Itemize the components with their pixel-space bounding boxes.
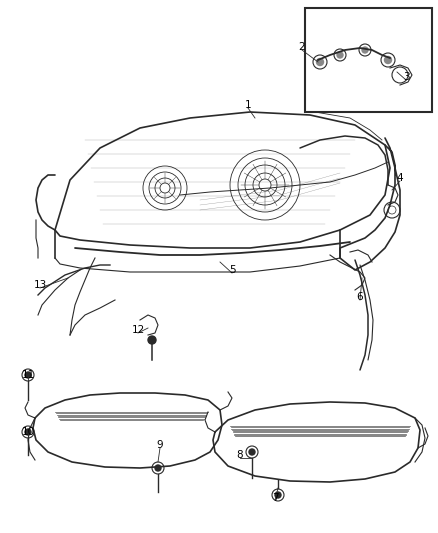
Circle shape xyxy=(317,59,324,66)
Text: 2: 2 xyxy=(299,42,305,52)
Text: 9: 9 xyxy=(157,440,163,450)
Text: 13: 13 xyxy=(33,280,46,290)
Text: 8: 8 xyxy=(237,450,244,460)
Text: 10: 10 xyxy=(21,427,35,437)
Text: 4: 4 xyxy=(397,173,403,183)
Text: 6: 6 xyxy=(357,292,363,302)
Circle shape xyxy=(25,372,31,378)
Circle shape xyxy=(362,47,368,53)
Text: 11: 11 xyxy=(21,370,35,380)
Text: 5: 5 xyxy=(229,265,235,275)
Circle shape xyxy=(275,492,281,498)
Text: 12: 12 xyxy=(131,325,145,335)
Circle shape xyxy=(25,429,31,435)
Bar xyxy=(305,8,432,112)
Circle shape xyxy=(337,52,343,58)
Text: 7: 7 xyxy=(272,493,278,503)
Text: 3: 3 xyxy=(403,72,410,82)
Circle shape xyxy=(155,465,161,471)
Circle shape xyxy=(148,336,156,344)
Circle shape xyxy=(249,449,255,455)
Text: 1: 1 xyxy=(245,100,251,110)
Circle shape xyxy=(385,56,392,63)
